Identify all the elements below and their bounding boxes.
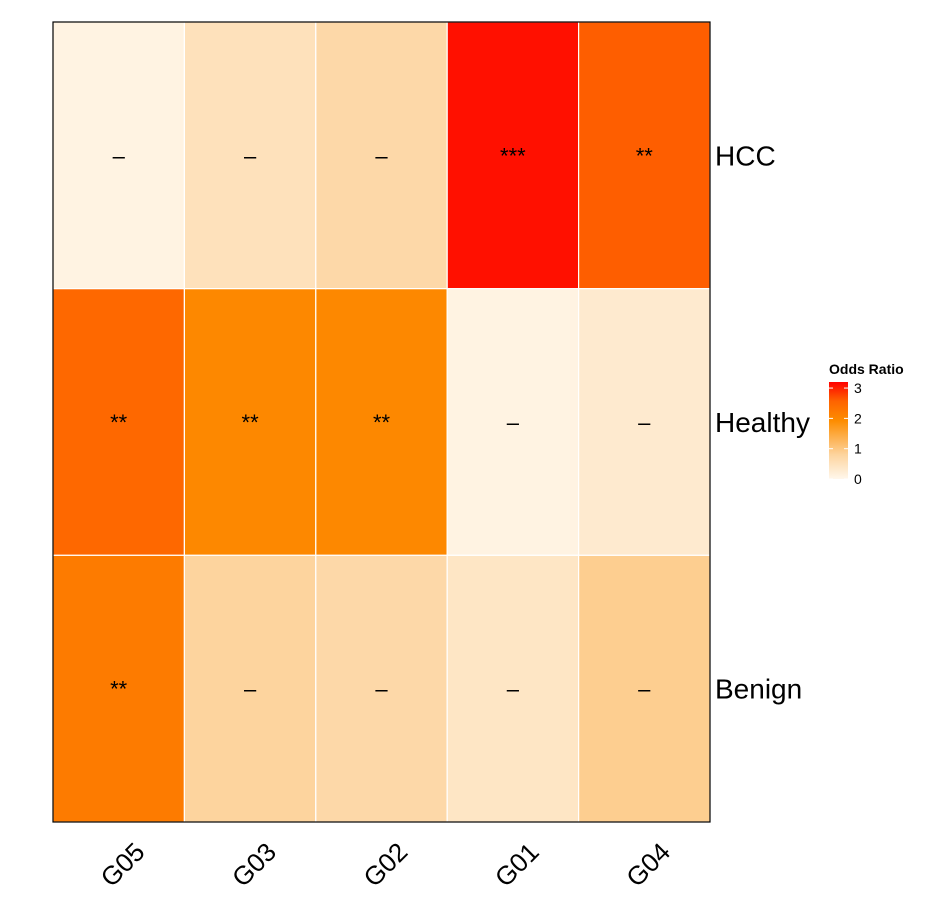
cell-significance-label: – — [244, 677, 257, 702]
plot-border — [52, 21, 711, 823]
cell-significance-label: – — [507, 410, 520, 435]
cell-significance-label: ** — [242, 410, 260, 435]
heatmap-cell — [52, 21, 185, 290]
cell-significance-label: – — [375, 143, 388, 168]
cell-significance-label: – — [638, 677, 651, 702]
legend-tick-label: 2 — [854, 410, 862, 426]
legend-tick-label: 3 — [854, 380, 862, 396]
row-label: Healthy — [715, 407, 810, 438]
heatmap-cell — [52, 288, 185, 556]
heatmap-cell — [577, 21, 711, 290]
column-labels: G05 G03 G02 G01 G04 — [95, 837, 677, 893]
column-label: G01 — [489, 837, 545, 893]
heatmap-cells: – – – *** **** ** ** – –** – – – – — [52, 21, 711, 823]
cell-significance-label: – — [244, 143, 257, 168]
heatmap-cell — [446, 21, 580, 290]
legend-colorbar — [829, 382, 848, 479]
heatmap-cell — [446, 554, 580, 823]
heatmap-cell — [183, 554, 317, 823]
row-label: Benign — [715, 674, 802, 705]
cell-significance-label: – — [375, 677, 388, 702]
legend-ticks: 0 1 2 3 — [829, 380, 862, 487]
cell-significance-label: ** — [636, 143, 654, 168]
column-label: G02 — [357, 837, 413, 893]
legend-tick-label: 1 — [854, 441, 862, 457]
row-labels: HCC Healthy Benign — [715, 140, 810, 704]
heatmap-cell — [577, 288, 711, 556]
cell-significance-label: – — [638, 410, 651, 435]
column-label: G05 — [95, 837, 151, 893]
heatmap-cell — [315, 288, 448, 556]
heatmap-cell — [183, 288, 317, 556]
cell-significance-label: *** — [500, 143, 526, 168]
column-label: G03 — [226, 837, 282, 893]
cell-significance-label: – — [507, 677, 520, 702]
legend-title: Odds Ratio — [829, 361, 904, 377]
heatmap-cell — [183, 21, 317, 290]
cell-significance-label: ** — [373, 410, 391, 435]
row-label: HCC — [715, 140, 776, 171]
heatmap-cell — [577, 554, 711, 823]
column-label: G04 — [620, 837, 676, 893]
cell-significance-label: ** — [110, 410, 128, 435]
heatmap-cell — [315, 554, 448, 823]
legend: Odds Ratio 0 1 2 3 — [829, 361, 904, 487]
cell-significance-label: – — [113, 143, 126, 168]
cell-significance-label: ** — [110, 677, 128, 702]
legend-tick-label: 0 — [854, 471, 862, 487]
